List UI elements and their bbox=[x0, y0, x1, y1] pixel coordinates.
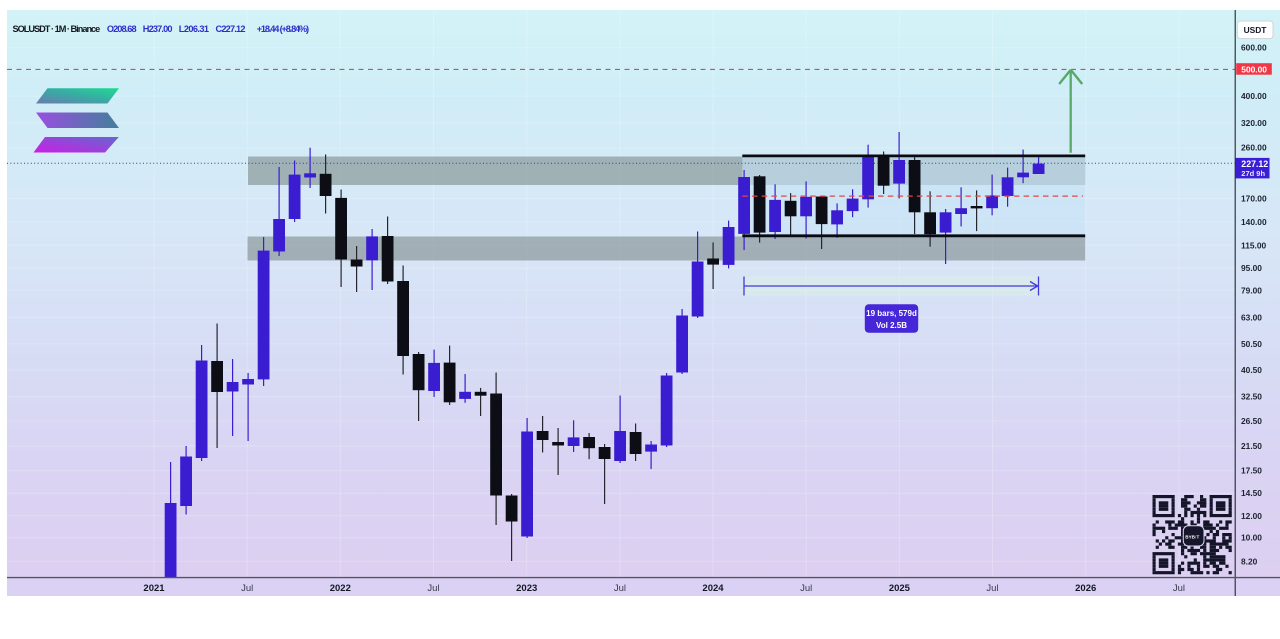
svg-text:2024: 2024 bbox=[702, 583, 724, 594]
svg-text:Jul: Jul bbox=[986, 583, 998, 594]
svg-text:Jul: Jul bbox=[241, 583, 253, 594]
svg-text:27d 9h: 27d 9h bbox=[1241, 169, 1265, 178]
svg-text:170.00: 170.00 bbox=[1241, 194, 1267, 204]
svg-text:2022: 2022 bbox=[330, 583, 351, 594]
svg-text:115.00: 115.00 bbox=[1241, 240, 1266, 250]
svg-text:12.00: 12.00 bbox=[1241, 511, 1262, 521]
svg-text:Vol 2.5B: Vol 2.5B bbox=[876, 321, 907, 330]
svg-text:400.00: 400.00 bbox=[1241, 91, 1267, 101]
svg-text:USDT: USDT bbox=[1244, 25, 1268, 35]
svg-text:79.00: 79.00 bbox=[1241, 285, 1262, 295]
svg-text:26.50: 26.50 bbox=[1241, 416, 1262, 426]
svg-text:32.50: 32.50 bbox=[1241, 392, 1262, 402]
svg-text:Jul: Jul bbox=[800, 583, 812, 594]
svg-text:Jul: Jul bbox=[614, 583, 626, 594]
svg-text:227.12: 227.12 bbox=[1241, 159, 1268, 169]
svg-text:10.00: 10.00 bbox=[1241, 533, 1262, 543]
svg-text:19 bars, 579d: 19 bars, 579d bbox=[866, 309, 917, 318]
svg-text:8.20: 8.20 bbox=[1241, 556, 1258, 566]
svg-text:2025: 2025 bbox=[889, 583, 911, 594]
svg-text:2026: 2026 bbox=[1075, 583, 1096, 594]
svg-text:2021: 2021 bbox=[143, 583, 165, 594]
svg-text:Jul: Jul bbox=[427, 583, 439, 594]
svg-text:BYB!T: BYB!T bbox=[1185, 534, 1199, 539]
svg-text:260.00: 260.00 bbox=[1241, 143, 1267, 153]
svg-text:Jul: Jul bbox=[1173, 583, 1185, 594]
svg-text:500.00: 500.00 bbox=[1241, 64, 1267, 74]
svg-text:14.50: 14.50 bbox=[1241, 488, 1262, 498]
svg-text:320.00: 320.00 bbox=[1241, 118, 1267, 128]
svg-text:2023: 2023 bbox=[516, 583, 537, 594]
svg-text:63.00: 63.00 bbox=[1241, 312, 1262, 322]
svg-text:21.50: 21.50 bbox=[1241, 441, 1262, 451]
svg-text:600.00: 600.00 bbox=[1241, 43, 1267, 53]
svg-text:50.50: 50.50 bbox=[1241, 339, 1262, 349]
svg-text:95.00: 95.00 bbox=[1241, 263, 1262, 273]
svg-text:40.50: 40.50 bbox=[1241, 365, 1262, 375]
svg-text:140.00: 140.00 bbox=[1241, 217, 1267, 227]
svg-text:17.50: 17.50 bbox=[1241, 466, 1262, 476]
